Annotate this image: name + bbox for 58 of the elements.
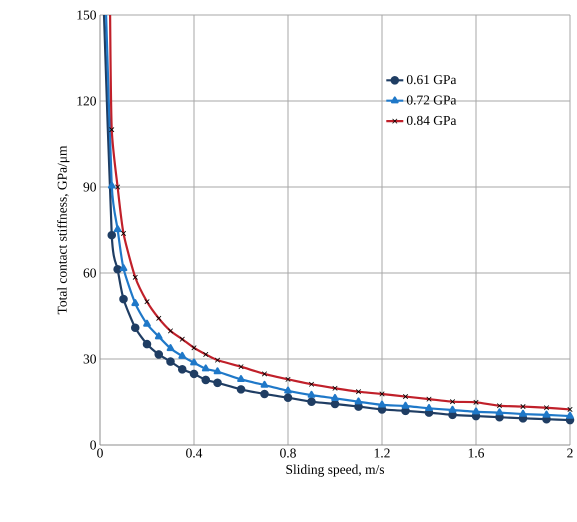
point (519, 410, 527, 417)
point (331, 394, 339, 401)
x-tick-label: 1.6 (468, 448, 484, 458)
point (566, 412, 574, 419)
x-tick-label: 0.4 (186, 448, 202, 458)
point (213, 378, 222, 388)
point (378, 400, 386, 408)
legend-label: 0.72 GPa (406, 95, 456, 105)
y-tick-label: 60 (84, 268, 96, 278)
point (472, 407, 480, 414)
x-axis-title: Sliding speed, m/s (286, 464, 384, 477)
point (190, 358, 198, 366)
point (178, 352, 186, 359)
point (154, 332, 163, 340)
point (166, 344, 174, 352)
x-tick-label: 0.8 (280, 448, 296, 458)
x-tick-label: 2 (567, 448, 573, 458)
point (496, 408, 504, 416)
point (448, 406, 456, 413)
point (307, 397, 316, 406)
legend-label: 0.61 GPa (406, 75, 456, 84)
point (308, 390, 316, 398)
point (130, 323, 140, 332)
legend-label: 0.84 GPa (406, 116, 456, 126)
point (214, 367, 222, 374)
y-tick-label: 120 (77, 96, 96, 106)
y-tick-label: 150 (77, 10, 96, 20)
point (542, 410, 550, 418)
point (284, 386, 292, 394)
point (178, 365, 187, 374)
y-tick-label: 30 (84, 354, 96, 364)
point (119, 294, 128, 304)
point (114, 225, 122, 232)
point (113, 264, 122, 274)
point (202, 364, 210, 372)
point (260, 390, 269, 398)
y-tick-label: 90 (83, 182, 96, 192)
point (237, 375, 245, 382)
point (260, 380, 268, 388)
y-axis-title: Total contact stiffness, GPa/μm (57, 146, 70, 314)
point (120, 264, 128, 272)
point (154, 350, 164, 359)
point (107, 230, 116, 240)
point (166, 357, 175, 366)
x-tick-label: 0 (97, 448, 103, 458)
point (190, 370, 198, 378)
y-tick-label: 0 (90, 440, 96, 450)
point (201, 376, 210, 384)
point (142, 340, 152, 348)
point (143, 320, 151, 327)
point (284, 393, 292, 402)
point (425, 404, 433, 411)
point (131, 299, 140, 306)
x-tick-label: 1.2 (374, 448, 390, 458)
point (108, 182, 116, 189)
point (354, 397, 362, 404)
point (236, 385, 246, 394)
point (402, 402, 410, 409)
